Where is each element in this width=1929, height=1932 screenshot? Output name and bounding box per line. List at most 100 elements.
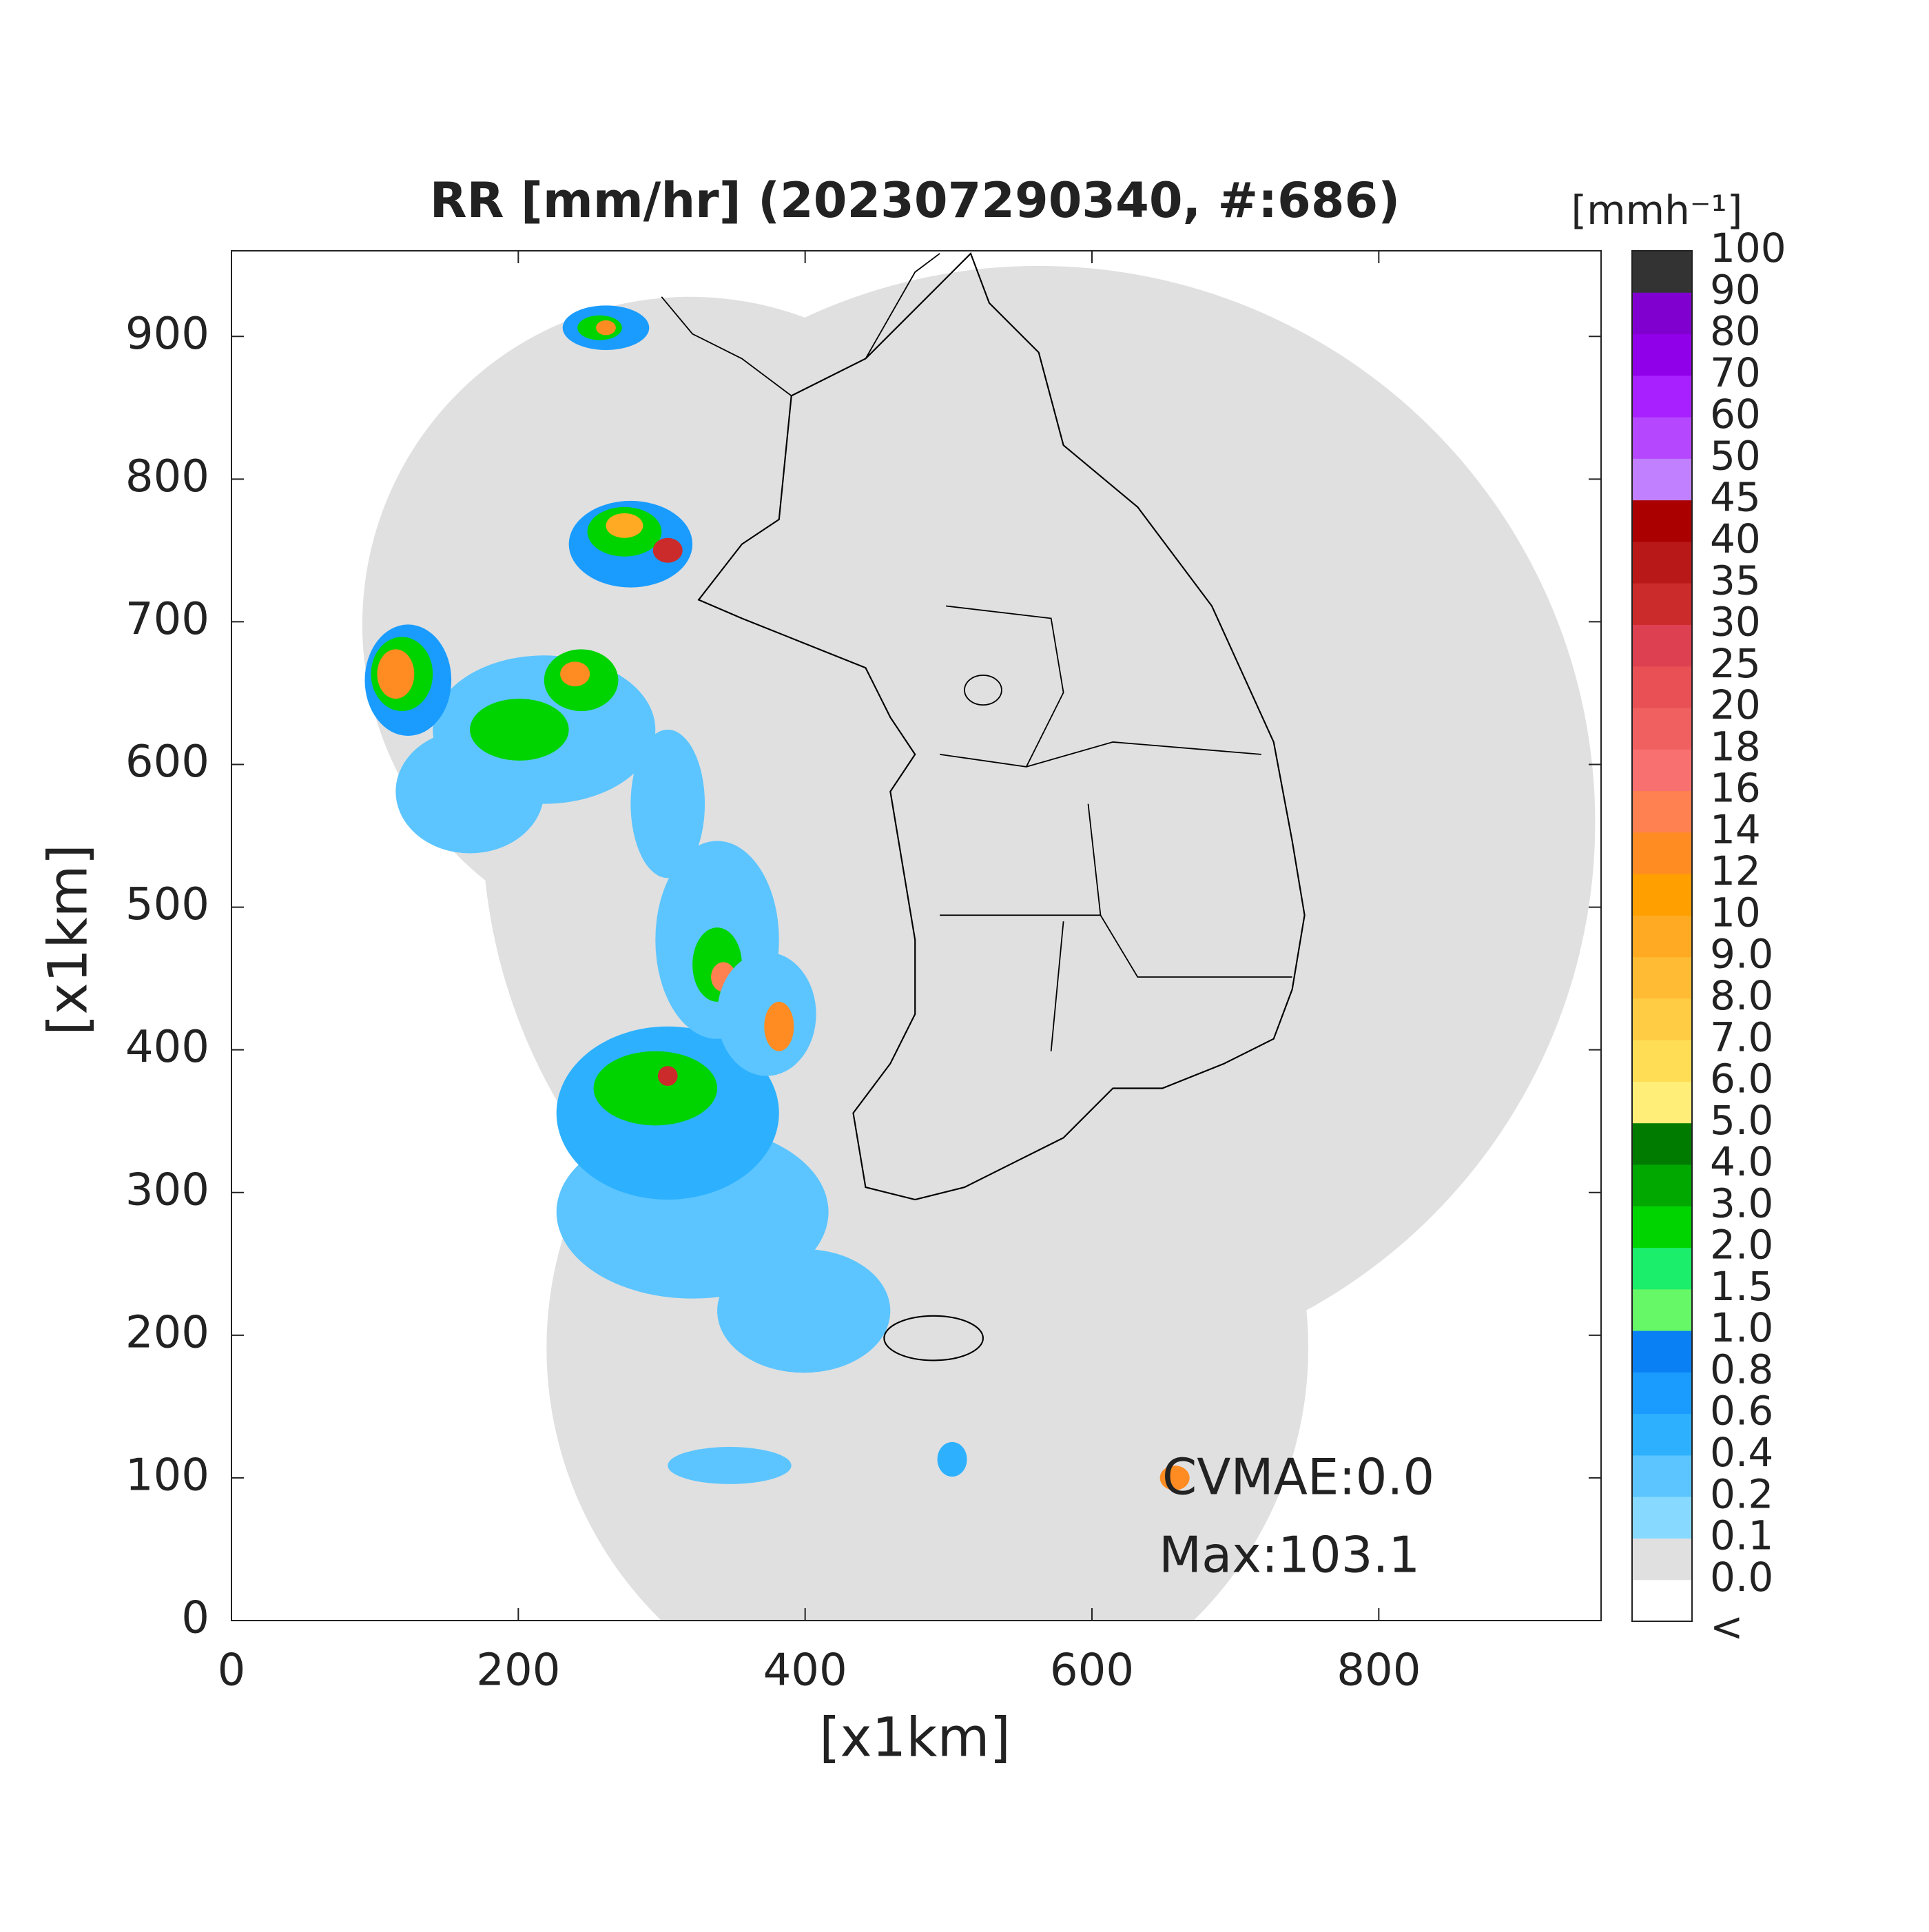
- colorbar-label: 18: [1710, 723, 1761, 770]
- colorbar-segment: [1632, 708, 1692, 750]
- colorbar-segment: [1632, 375, 1692, 418]
- rain-cell: [630, 729, 705, 878]
- colorbar-label: 0.8: [1710, 1346, 1773, 1393]
- plot-frame: [231, 250, 1602, 1621]
- colorbar-segment: [1632, 1455, 1692, 1497]
- rain-cell: [593, 1051, 718, 1126]
- colorbar-below-label: <: [1710, 1603, 1744, 1650]
- colorbar-segment: [1632, 624, 1692, 667]
- colorbar-unit: [mmh⁻¹]: [1571, 187, 1743, 234]
- y-axis-label: [x1km]: [37, 844, 99, 1036]
- colorbar-label: 16: [1710, 765, 1761, 812]
- rain-cell: [606, 513, 643, 538]
- colorbar-label: 0.6: [1710, 1388, 1773, 1435]
- colorbar-label: 5.0: [1710, 1097, 1773, 1144]
- colorbar-segment: [1632, 333, 1692, 376]
- colorbar-label: 12: [1710, 847, 1761, 894]
- y-tick-label: 800: [125, 451, 209, 502]
- colorbar-label: 9.0: [1710, 931, 1773, 978]
- colorbar-segment: [1632, 749, 1692, 792]
- colorbar-segment: [1632, 1081, 1692, 1124]
- colorbar-label: 70: [1710, 349, 1761, 396]
- colorbar-segment: [1632, 915, 1692, 958]
- x-tick-label: 400: [763, 1645, 847, 1696]
- colorbar-label: 60: [1710, 391, 1761, 438]
- y-tick-label: 900: [125, 309, 209, 360]
- colorbar-segment: [1632, 583, 1692, 625]
- colorbar-label: 25: [1710, 640, 1761, 687]
- colorbar-below: [1632, 1579, 1692, 1621]
- colorbar-label: 40: [1710, 515, 1761, 562]
- y-tick-label: 300: [125, 1164, 209, 1215]
- colorbar-segment: [1632, 956, 1692, 999]
- colorbar-segment: [1632, 666, 1692, 708]
- x-tick-label: 600: [1050, 1645, 1134, 1696]
- colorbar-label: 0.1: [1710, 1512, 1773, 1559]
- colorbar-label: 0.2: [1710, 1470, 1773, 1517]
- y-tick-label: 500: [125, 879, 209, 930]
- colorbar-label: 1.5: [1710, 1263, 1773, 1310]
- colorbar-segment: [1632, 1247, 1692, 1290]
- colorbar-segment: [1632, 1288, 1692, 1331]
- colorbar-label: 90: [1710, 266, 1761, 313]
- rain-cell: [717, 1248, 891, 1373]
- y-tick-label: 200: [125, 1307, 209, 1358]
- colorbar-label: 3.0: [1710, 1180, 1773, 1226]
- boundary: [661, 253, 1292, 1051]
- rain-cell: [668, 1447, 792, 1484]
- rain-cell: [596, 320, 616, 336]
- colorbar-label: 35: [1710, 557, 1761, 604]
- x-tick-label: 0: [218, 1645, 246, 1696]
- colorbar-segment: [1632, 790, 1692, 833]
- island: [883, 1315, 984, 1361]
- rain-cell: [937, 1441, 967, 1477]
- colorbar-segment: [1632, 417, 1692, 459]
- colorbar-label: 20: [1710, 681, 1761, 728]
- annotation: Max:103.1: [1159, 1526, 1420, 1584]
- x-tick-label: 200: [476, 1645, 560, 1696]
- y-tick-label: 0: [181, 1593, 209, 1644]
- colorbar-segment: [1632, 1164, 1692, 1206]
- colorbar-label: 4.0: [1710, 1138, 1773, 1185]
- colorbar-segment: [1632, 541, 1692, 584]
- colorbar-label: 14: [1710, 806, 1761, 853]
- colorbar-segment: [1632, 1372, 1692, 1415]
- colorbar-segment: [1632, 874, 1692, 916]
- colorbar-label: 10: [1710, 889, 1761, 936]
- colorbar-frame: [1631, 250, 1693, 1622]
- rain-cell: [470, 699, 569, 761]
- rain-cell: [1159, 1465, 1190, 1490]
- rain-cell: [395, 729, 544, 854]
- city-boundary: [964, 675, 1002, 706]
- colorbar-segment: [1632, 1538, 1692, 1581]
- colorbar-segment: [1632, 832, 1692, 874]
- x-tick-label: 800: [1337, 1645, 1421, 1696]
- y-tick-label: 100: [125, 1450, 209, 1501]
- colorbar-segment: [1632, 1206, 1692, 1248]
- colorbar-segment: [1632, 998, 1692, 1040]
- colorbar-label: 45: [1710, 474, 1761, 521]
- x-axis-label: [x1km]: [819, 1707, 1011, 1769]
- colorbar-segment: [1632, 1330, 1692, 1373]
- coastline: [697, 252, 1306, 1201]
- rain-cell: [657, 1066, 678, 1086]
- map-layer: [362, 252, 1596, 1622]
- colorbar-label: 2.0: [1710, 1222, 1773, 1268]
- y-tick-label: 600: [125, 737, 209, 788]
- colorbar-label: 100: [1710, 225, 1786, 271]
- annotation: CVMAE:0.0: [1162, 1448, 1434, 1506]
- y-tick-label: 400: [125, 1022, 209, 1073]
- rain-cell: [560, 661, 590, 687]
- rain-cell: [377, 649, 415, 699]
- colorbar-label: 30: [1710, 599, 1761, 646]
- colorbar-segment: [1632, 1122, 1692, 1165]
- colorbar-label: 80: [1710, 308, 1761, 355]
- rain-cell: [652, 537, 683, 563]
- colorbar-label: 50: [1710, 432, 1761, 479]
- y-tick-label: 700: [125, 594, 209, 645]
- colorbar-label: 6.0: [1710, 1056, 1773, 1102]
- colorbar-segment: [1632, 1497, 1692, 1539]
- colorbar-label: 8.0: [1710, 972, 1773, 1019]
- colorbar-segment: [1632, 1413, 1692, 1456]
- colorbar-segment: [1632, 251, 1692, 293]
